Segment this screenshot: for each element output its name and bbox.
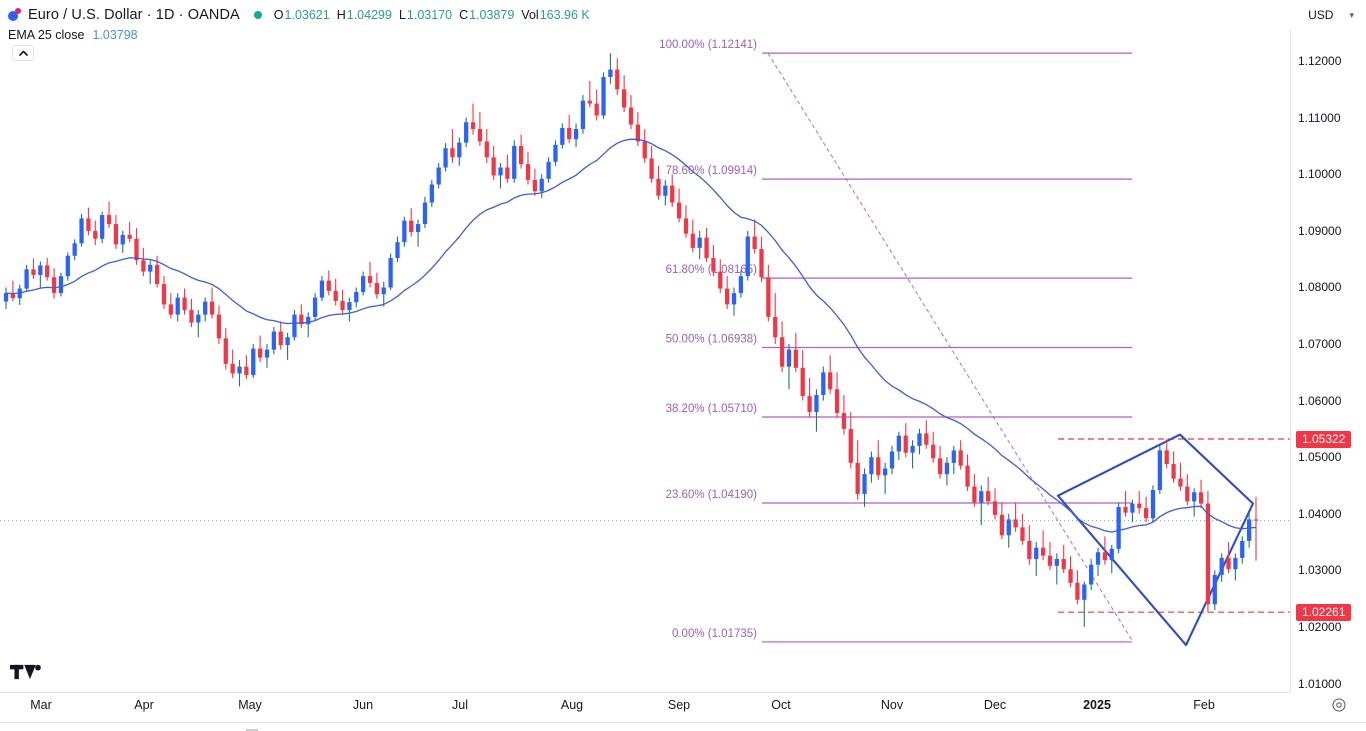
price-tick: 1.02000 xyxy=(1298,619,1342,634)
time-tick: Apr xyxy=(134,698,154,712)
time-scale-divider xyxy=(0,692,1290,693)
market-status-dot xyxy=(253,11,262,19)
price-tick: 1.12000 xyxy=(1298,54,1342,69)
time-scale[interactable]: Mar Apr May Jun Jul Aug Sep Oct Nov Dec 2025 Feb xyxy=(0,692,1366,731)
ohlc-value-h: 1.04299 xyxy=(346,8,392,22)
ohlc-value-l: 1.03170 xyxy=(406,8,453,22)
clock-settings-icon xyxy=(1332,698,1346,712)
time-tick: Oct xyxy=(771,698,791,712)
currency-selector[interactable]: USD ▾ xyxy=(1300,6,1360,24)
price-scale[interactable]: 1.12000 1.11000 1.10000 1.09000 1.08000 1.070… xyxy=(1290,30,1366,692)
time-tick: Jul xyxy=(452,698,468,712)
symbol-title[interactable]: Euro / U.S. Dollar · 1D · OANDA xyxy=(28,7,240,23)
chart-legend: Euro / U.S. Dollar · 1D · OANDA O1.03621… xyxy=(8,6,590,44)
time-tick: May xyxy=(238,698,262,712)
price-tick: 1.09000 xyxy=(1298,223,1342,238)
ohlc-key-l: L xyxy=(398,8,406,22)
ohlc-value-vol: 163.96 K xyxy=(539,8,590,22)
tradingview-logo[interactable] xyxy=(10,662,42,687)
ema-indicator-label: EMA 25 close xyxy=(8,28,85,42)
time-tick: Sep xyxy=(667,698,691,712)
ohlc-key-o: O xyxy=(273,8,284,22)
price-tick: 1.04000 xyxy=(1298,506,1342,521)
price-tick: 1.10000 xyxy=(1298,167,1342,182)
eurusd-symbol-icon xyxy=(8,7,23,23)
svg-text:100.00% (1.12141): 100.00% (1.12141) xyxy=(659,39,757,51)
legend-collapse-button[interactable] xyxy=(12,45,34,61)
ohlc-values: O1.03621 H1.04299 L1.03170 C1.03879 Vol163.9… xyxy=(274,8,590,22)
bottom-divider xyxy=(0,722,1366,723)
ohlc-key-vol: Vol xyxy=(521,8,539,22)
ohlc-key-h: H xyxy=(336,8,346,22)
price-tick: 1.05000 xyxy=(1298,450,1342,465)
chart-canvas: 100.00% (1.12141)78.60% (1.09914)61.80% … xyxy=(0,39,1290,647)
svg-text:23.60% (1.04190): 23.60% (1.04190) xyxy=(666,489,758,501)
time-tick: Aug xyxy=(560,698,584,712)
time-tick: Jun xyxy=(352,698,374,712)
svg-text:50.00% (1.06938): 50.00% (1.06938) xyxy=(666,334,758,346)
price-tick: 1.03000 xyxy=(1298,563,1342,578)
currency-selector-value: USD xyxy=(1308,8,1334,22)
ema-indicator-value: 1.03798 xyxy=(92,28,138,42)
ohlc-value-o: 1.03621 xyxy=(284,8,330,22)
time-tick: Nov xyxy=(880,698,904,712)
chevron-up-icon xyxy=(18,50,28,56)
horizontal-scrollbar[interactable] xyxy=(240,723,264,731)
time-tick: 2025 xyxy=(1083,698,1111,712)
time-tick: Dec xyxy=(983,698,1007,712)
price-scale-divider xyxy=(1290,30,1291,692)
chevron-down-icon: ▾ xyxy=(1349,9,1354,20)
svg-text:0.00% (1.01735): 0.00% (1.01735) xyxy=(672,628,757,640)
price-tick: 1.01000 xyxy=(1298,676,1342,691)
timezone-settings-button[interactable] xyxy=(1332,698,1346,712)
time-tick: Mar xyxy=(30,698,52,712)
tradingview-logo-icon xyxy=(10,664,41,680)
price-tick: 1.08000 xyxy=(1298,280,1342,295)
time-tick: Feb xyxy=(1193,698,1215,712)
resize-handle-icon xyxy=(246,729,258,731)
price-level-badge[interactable]: 1.05322 xyxy=(1296,430,1352,448)
price-tick: 1.06000 xyxy=(1298,393,1342,408)
legend-indicator-row[interactable]: EMA 25 close 1.03798 xyxy=(8,26,590,44)
svg-text:38.20% (1.05710): 38.20% (1.05710) xyxy=(666,403,758,415)
price-tick: 1.11000 xyxy=(1298,110,1341,125)
price-tick: 1.07000 xyxy=(1298,337,1342,352)
legend-primary-row: Euro / U.S. Dollar · 1D · OANDA O1.03621… xyxy=(8,6,590,24)
ohlc-value-c: 1.03879 xyxy=(469,8,515,22)
svg-text:78.60% (1.09914): 78.60% (1.09914) xyxy=(666,165,758,177)
price-level-badge[interactable]: 1.02261 xyxy=(1296,604,1352,622)
chart-plot-area[interactable]: 100.00% (1.12141) 78.60% (1.09914) 61.80% … xyxy=(0,30,1290,692)
ohlc-key-c: C xyxy=(459,8,469,22)
